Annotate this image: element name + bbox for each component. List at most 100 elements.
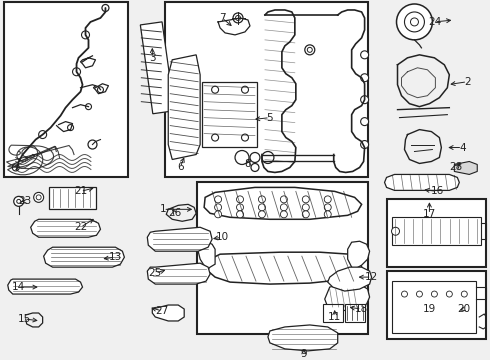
Text: 7: 7 [219,13,225,23]
Circle shape [446,291,452,297]
Polygon shape [8,279,82,294]
Text: 6: 6 [177,162,184,172]
Circle shape [361,96,368,104]
Circle shape [36,195,41,200]
Circle shape [212,86,219,93]
Bar [392,281,476,333]
Polygon shape [198,241,215,271]
Circle shape [302,196,309,203]
Circle shape [307,48,312,52]
Circle shape [242,134,248,141]
Text: 22: 22 [74,222,87,232]
Polygon shape [152,305,184,321]
Text: 27: 27 [156,306,169,316]
Text: 11: 11 [328,312,342,322]
Bar [344,304,365,322]
Circle shape [392,227,399,235]
Circle shape [404,12,424,32]
Circle shape [258,196,266,203]
Circle shape [361,74,368,82]
Circle shape [305,45,315,55]
Text: 26: 26 [169,208,182,218]
Text: 15: 15 [18,314,31,324]
Circle shape [12,164,19,171]
Bar [4,2,128,177]
Polygon shape [147,227,212,251]
Text: 16: 16 [431,186,444,197]
Text: 18: 18 [355,304,368,314]
Bar [49,188,97,209]
Circle shape [324,196,331,203]
Text: 23: 23 [18,196,31,206]
Circle shape [34,192,44,202]
Circle shape [73,68,80,76]
Circle shape [81,31,90,39]
Circle shape [416,291,422,297]
Bar [392,217,481,245]
Text: 19: 19 [423,304,436,314]
Circle shape [236,15,241,21]
Circle shape [17,199,21,203]
Text: 2: 2 [464,77,470,87]
Circle shape [431,291,438,297]
Circle shape [237,196,244,203]
Text: 24: 24 [428,17,441,27]
Circle shape [215,204,221,211]
Polygon shape [31,219,100,237]
Polygon shape [208,252,362,284]
Circle shape [237,211,244,218]
Bar [323,304,343,322]
Text: 14: 14 [12,282,25,292]
Circle shape [68,125,74,131]
Circle shape [324,204,331,211]
Circle shape [14,196,24,206]
Text: 10: 10 [216,232,229,242]
Circle shape [258,204,266,211]
Circle shape [324,211,331,218]
Circle shape [302,204,309,211]
Circle shape [242,86,248,93]
Circle shape [280,196,287,203]
Text: 1: 1 [160,204,167,214]
Circle shape [302,211,309,218]
Text: 3: 3 [149,53,156,63]
Polygon shape [325,284,369,311]
Text: 21: 21 [74,186,87,197]
Polygon shape [204,188,362,219]
Text: 5: 5 [267,113,273,123]
Bar [387,271,486,339]
Circle shape [233,13,243,23]
Circle shape [215,211,221,218]
Circle shape [280,204,287,211]
Circle shape [237,204,244,211]
Bar [165,2,368,177]
Circle shape [250,153,260,162]
Circle shape [361,118,368,126]
Circle shape [98,87,103,93]
Bar [387,199,486,267]
Bar [140,22,174,114]
Circle shape [461,291,467,297]
Polygon shape [348,241,369,269]
Circle shape [411,18,418,26]
Text: 17: 17 [423,209,436,219]
Text: 8: 8 [245,159,251,170]
Circle shape [361,140,368,149]
Circle shape [258,211,266,218]
Circle shape [39,131,47,139]
Circle shape [262,152,274,163]
Text: 28: 28 [450,162,463,172]
Circle shape [401,291,408,297]
Polygon shape [147,263,210,284]
Polygon shape [268,325,338,351]
Polygon shape [328,267,371,291]
Circle shape [280,211,287,218]
Circle shape [361,51,368,59]
Polygon shape [44,247,124,267]
Polygon shape [454,162,477,175]
Circle shape [235,150,249,165]
Circle shape [102,4,109,12]
Circle shape [212,134,219,141]
Text: 9: 9 [300,349,307,359]
Bar [197,183,368,334]
